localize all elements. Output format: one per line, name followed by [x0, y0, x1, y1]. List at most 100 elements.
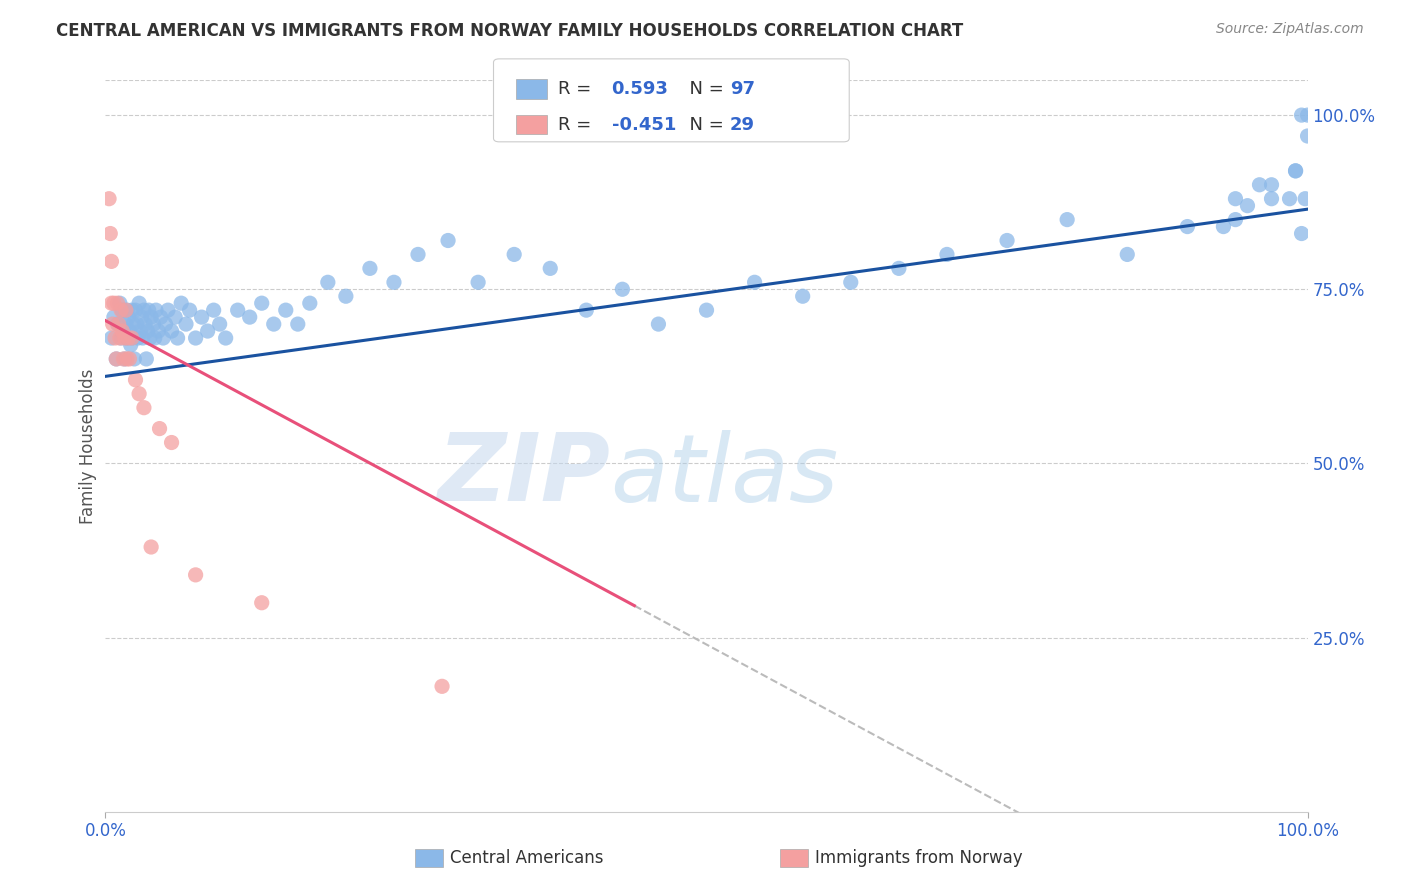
Point: [132, 303, 155, 318]
Text: 29: 29: [730, 116, 755, 134]
Point: [134, 317, 156, 331]
Point: [274, 303, 297, 318]
Point: [437, 234, 460, 248]
Point: [1260, 178, 1282, 192]
Point: [110, 331, 132, 345]
Point: [406, 247, 429, 261]
Point: [174, 317, 197, 331]
Point: [214, 331, 236, 345]
Point: [179, 303, 201, 318]
Point: [1296, 128, 1319, 143]
Point: [139, 331, 162, 345]
Point: [128, 386, 150, 401]
Point: [111, 303, 134, 318]
Point: [121, 331, 143, 345]
Point: [239, 310, 262, 325]
Point: [1284, 164, 1306, 178]
Point: [1116, 247, 1139, 261]
Point: [98, 227, 121, 241]
Point: [117, 331, 139, 345]
Point: [792, 289, 814, 303]
Point: [107, 296, 129, 310]
Point: [138, 303, 160, 318]
Point: [124, 373, 146, 387]
Point: [612, 282, 634, 296]
Point: [226, 303, 249, 318]
Y-axis label: Family Households: Family Households: [79, 368, 97, 524]
Point: [112, 351, 135, 366]
Point: [1260, 192, 1282, 206]
Point: [139, 540, 162, 554]
Point: [122, 317, 145, 331]
Point: [132, 401, 155, 415]
Point: [430, 679, 453, 693]
Point: [152, 331, 174, 345]
Text: atlas: atlas: [610, 430, 838, 521]
Point: [105, 351, 128, 366]
Point: [124, 303, 146, 318]
Point: [136, 324, 159, 338]
Point: [335, 289, 357, 303]
Point: [287, 317, 309, 331]
Point: [107, 317, 129, 331]
Point: [165, 310, 187, 325]
Point: [155, 317, 177, 331]
Point: [1225, 212, 1247, 227]
Text: N =: N =: [678, 116, 730, 134]
Point: [202, 303, 225, 318]
Point: [170, 296, 193, 310]
Point: [1294, 192, 1316, 206]
Point: [1291, 227, 1313, 241]
Point: [132, 331, 155, 345]
Point: [115, 351, 138, 366]
Point: [166, 331, 188, 345]
Point: [149, 310, 172, 325]
Point: [1284, 164, 1306, 178]
Point: [110, 303, 132, 318]
Point: [936, 247, 959, 261]
Point: [115, 303, 138, 318]
Point: [575, 303, 598, 318]
Point: [190, 310, 212, 325]
Point: [98, 192, 121, 206]
Point: [1249, 178, 1271, 192]
Point: [250, 596, 273, 610]
Point: [1056, 212, 1078, 227]
Point: [118, 324, 141, 338]
Point: [121, 331, 143, 345]
Point: [197, 324, 219, 338]
Point: [156, 303, 179, 318]
Point: [250, 296, 273, 310]
Point: [103, 296, 125, 310]
Point: [121, 303, 143, 318]
Point: [359, 261, 381, 276]
Point: [1278, 192, 1301, 206]
Text: Immigrants from Norway: Immigrants from Norway: [815, 849, 1024, 867]
Text: R =: R =: [558, 80, 598, 98]
Point: [696, 303, 718, 318]
Point: [1296, 108, 1319, 122]
Point: [139, 310, 162, 325]
Text: Central Americans: Central Americans: [450, 849, 603, 867]
Text: CENTRAL AMERICAN VS IMMIGRANTS FROM NORWAY FAMILY HOUSEHOLDS CORRELATION CHART: CENTRAL AMERICAN VS IMMIGRANTS FROM NORW…: [56, 22, 963, 40]
Point: [108, 331, 131, 345]
Text: R =: R =: [558, 116, 598, 134]
Point: [1291, 108, 1313, 122]
Point: [111, 324, 134, 338]
Point: [128, 296, 150, 310]
Point: [148, 324, 170, 338]
Point: [382, 275, 405, 289]
Text: Source: ZipAtlas.com: Source: ZipAtlas.com: [1216, 22, 1364, 37]
Text: N =: N =: [678, 80, 730, 98]
Point: [467, 275, 489, 289]
Point: [127, 331, 149, 345]
Point: [125, 317, 148, 331]
Point: [503, 247, 526, 261]
Point: [131, 310, 153, 325]
Point: [143, 331, 166, 345]
Point: [115, 303, 138, 318]
Point: [112, 324, 135, 338]
Point: [148, 421, 170, 435]
Point: [208, 317, 231, 331]
Point: [118, 351, 141, 366]
